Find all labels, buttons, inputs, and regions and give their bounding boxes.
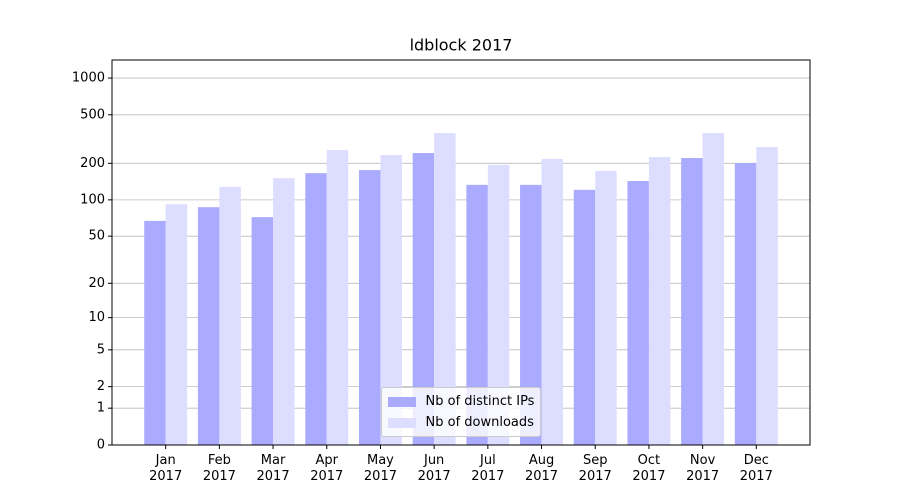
bar <box>305 173 327 445</box>
bar <box>197 207 220 445</box>
bar <box>219 186 241 445</box>
x-tick-label: Sep 2017 <box>578 453 612 484</box>
legend-label: Nb of distinct IPs <box>425 394 535 409</box>
bar <box>520 184 542 446</box>
bar <box>412 153 435 445</box>
bar <box>487 164 510 446</box>
y-tick-label: 2 <box>97 379 105 394</box>
bar <box>380 155 402 446</box>
x-tick-label: Jun 2017 <box>417 453 451 484</box>
legend-swatch <box>387 417 416 428</box>
bar <box>144 220 166 445</box>
y-tick-label: 200 <box>80 156 105 171</box>
y-tick-label: 10 <box>88 310 105 325</box>
bar <box>627 181 649 445</box>
y-tick-label: 1000 <box>72 71 105 86</box>
bar <box>756 147 778 446</box>
chart-title: ldblock 2017 <box>410 36 513 55</box>
x-tick-label: Mar 2017 <box>256 453 290 484</box>
x-tick-label: Nov 2017 <box>686 453 720 484</box>
legend-swatch <box>387 396 416 407</box>
y-tick-label: 5 <box>97 342 105 357</box>
legend: Nb of distinct IPs Nb of downloads <box>380 387 542 437</box>
bar <box>326 150 349 445</box>
legend-entry: Nb of downloads <box>387 412 535 433</box>
y-tick-label: 500 <box>80 107 105 122</box>
bar <box>595 170 617 445</box>
x-tick-label: Jul 2017 <box>471 453 505 484</box>
bar <box>165 204 188 445</box>
x-tick-label: Aug 2017 <box>524 453 559 484</box>
legend-entry: Nb of distinct IPs <box>387 391 535 412</box>
x-tick-label: Feb 2017 <box>202 453 236 484</box>
bar <box>648 157 671 445</box>
x-tick-label: Apr 2017 <box>310 453 344 484</box>
y-tick-label: 1 <box>97 401 105 416</box>
legend-label: Nb of downloads <box>425 415 534 430</box>
bar <box>466 184 488 446</box>
y-tick-label: 20 <box>88 276 105 291</box>
bar <box>573 189 596 445</box>
bar <box>681 158 703 446</box>
y-tick-label: 50 <box>88 229 105 244</box>
bar <box>358 170 381 445</box>
bar <box>251 217 274 445</box>
x-tick-label: Oct 2017 <box>632 453 666 484</box>
x-tick-label: Jan 2017 <box>149 453 183 484</box>
x-tick-label: May 2017 <box>363 453 397 484</box>
bar <box>541 159 564 445</box>
bar <box>734 163 757 445</box>
x-tick-label: Dec 2017 <box>739 453 773 484</box>
y-tick-label: 100 <box>80 192 105 207</box>
y-tick-label: 0 <box>97 438 105 453</box>
bar <box>434 133 456 445</box>
bar <box>702 133 725 445</box>
bar <box>273 178 295 446</box>
plot-frame <box>111 59 811 446</box>
